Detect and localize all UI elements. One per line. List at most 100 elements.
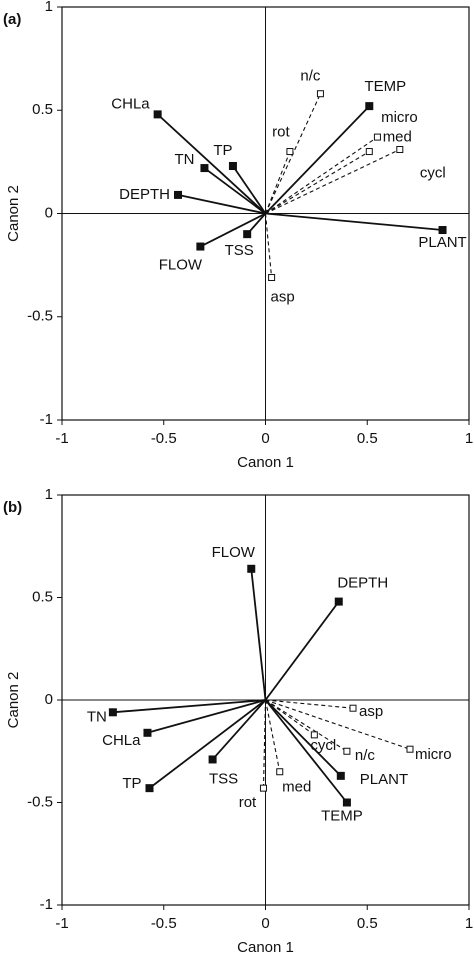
vector-label: cycl <box>310 737 336 754</box>
vector-marker <box>228 162 237 171</box>
vector-marker <box>208 755 217 764</box>
vector-marker <box>108 708 117 717</box>
vector-label: PLANT <box>360 771 408 788</box>
y-tick-label: 0 <box>45 691 53 708</box>
vector <box>232 165 267 215</box>
vector-marker <box>349 704 357 712</box>
vector-marker <box>243 230 252 239</box>
x-tick-label: 0 <box>261 915 269 932</box>
y-tick-label: -1 <box>40 411 53 428</box>
vector-label: rot <box>239 794 257 811</box>
vector-marker <box>310 731 318 739</box>
vector-label: micro <box>415 746 452 763</box>
vector-label: DEPTH <box>337 575 388 592</box>
vector-marker <box>259 784 267 792</box>
x-tick-label: 1 <box>465 915 473 932</box>
vector <box>262 699 267 789</box>
vector-label: PLANT <box>418 234 466 251</box>
y-axis-label: Canon 2 <box>5 185 22 242</box>
vector-label: asp <box>271 288 295 305</box>
vector <box>177 194 266 215</box>
vector-marker <box>196 242 205 251</box>
vector-marker <box>373 133 381 141</box>
vector-label: TP <box>122 775 141 792</box>
y-axis-label: Canon 2 <box>5 672 22 729</box>
vector-marker <box>438 226 447 235</box>
x-axis-label: Canon 1 <box>237 454 294 471</box>
vector-marker <box>365 148 373 156</box>
panel-label: (b) <box>3 499 22 516</box>
vector <box>265 148 401 214</box>
vector <box>264 601 340 701</box>
vector-marker <box>173 190 182 199</box>
vector-label: n/c <box>300 68 321 85</box>
vector <box>265 699 354 709</box>
vector <box>264 699 342 777</box>
vector <box>203 167 267 215</box>
x-tick-label: 0.5 <box>357 430 378 447</box>
vector-label: CHLa <box>111 95 150 112</box>
vector-marker <box>286 148 294 156</box>
vector-marker <box>336 771 345 780</box>
vector-label: FLOW <box>212 544 256 561</box>
vector <box>157 113 267 215</box>
y-tick-label: -0.5 <box>27 308 53 325</box>
x-tick-label: -1 <box>55 915 68 932</box>
vector-marker <box>268 274 276 282</box>
vector <box>265 699 348 752</box>
vector-label: TSS <box>209 770 238 787</box>
vector-marker <box>343 747 351 755</box>
vector <box>265 151 370 214</box>
vector-label: n/c <box>355 747 376 764</box>
y-tick-label: -0.5 <box>27 793 53 810</box>
vector-marker <box>334 597 343 606</box>
vector <box>211 699 267 761</box>
vector-marker <box>406 745 414 753</box>
vector-label: TEMP <box>364 78 406 95</box>
y-tick-label: 1 <box>45 0 53 15</box>
vector-marker <box>276 768 284 776</box>
x-tick-label: 0.5 <box>357 915 378 932</box>
y-tick-label: -1 <box>40 896 53 913</box>
vector-label: TN <box>174 151 194 168</box>
vector-label: CHLa <box>102 732 141 749</box>
vector-label: cycl <box>420 164 446 181</box>
vector <box>264 105 370 215</box>
vector-label: asp <box>359 703 383 720</box>
vector <box>265 212 443 231</box>
x-tick-label: -1 <box>55 430 68 447</box>
vector <box>265 136 378 214</box>
vector-label: TP <box>213 142 232 159</box>
vector-marker <box>143 728 152 737</box>
vector-marker <box>200 164 209 173</box>
x-tick-label: 1 <box>465 430 473 447</box>
vector <box>250 568 267 701</box>
x-tick-label: -0.5 <box>151 915 177 932</box>
vector-marker <box>153 110 162 119</box>
vector-label: TSS <box>225 242 254 259</box>
y-tick-label: 0.5 <box>32 588 53 605</box>
vector-label: micro <box>381 109 418 126</box>
vector <box>265 699 315 736</box>
vector-marker <box>342 798 351 807</box>
vector-label: rot <box>272 124 290 141</box>
vector-marker <box>396 145 404 153</box>
x-tick-label: -0.5 <box>151 430 177 447</box>
panel-label: (a) <box>3 11 21 28</box>
vector-label: med <box>282 779 311 796</box>
x-tick-label: 0 <box>261 430 269 447</box>
vector <box>264 213 273 278</box>
vector <box>265 699 411 750</box>
vector-marker <box>247 564 256 573</box>
vector-label: med <box>383 129 412 146</box>
y-tick-label: 0 <box>45 204 53 221</box>
vector-label: TEMP <box>321 807 363 824</box>
vector-label: TN <box>87 708 107 725</box>
vector <box>199 212 266 248</box>
y-tick-label: 0.5 <box>32 101 53 118</box>
vector <box>148 699 267 789</box>
x-axis-label: Canon 1 <box>237 939 294 956</box>
vector <box>264 699 281 772</box>
vector-marker <box>316 90 324 98</box>
